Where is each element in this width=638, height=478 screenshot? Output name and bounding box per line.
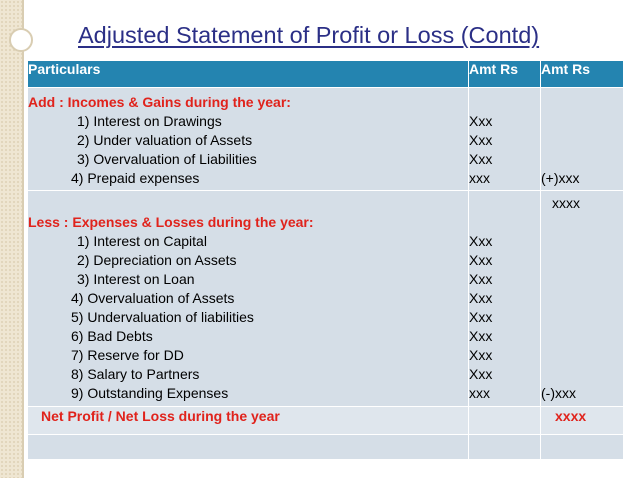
less-item: 8) Salary to Partners — [71, 366, 200, 382]
less-item: 6) Bad Debts — [71, 328, 153, 344]
less-item: 2) Depreciation on Assets — [77, 252, 237, 268]
less-item: 4) Overvaluation of Assets — [71, 290, 235, 306]
add-item: 3) Overvaluation of Liabilities — [77, 151, 257, 167]
net-result-label: Net Profit / Net Loss during the year — [41, 408, 280, 424]
profit-loss-table: Particulars Amt Rs Amt Rs Add : Incomes … — [27, 60, 624, 460]
table-header-row: Particulars Amt Rs Amt Rs — [27, 60, 624, 88]
add-section-heading: Add : Incomes & Gains during the year: — [28, 94, 291, 110]
less-item: 5) Undervaluation of liabilities — [71, 309, 254, 325]
add-item: 4) Prepaid expenses — [71, 170, 200, 186]
less-amount: Xxx — [469, 271, 493, 287]
add-amount: xxx — [469, 170, 490, 186]
less-item: 1) Interest on Capital — [77, 233, 207, 249]
header-particulars: Particulars — [27, 60, 469, 88]
less-amount: xxx — [469, 385, 490, 401]
header-amount-2: Amt Rs — [540, 60, 624, 88]
add-item: 1) Interest on Drawings — [77, 113, 222, 129]
less-amount: Xxx — [469, 290, 493, 306]
less-total: (-)xxx — [541, 385, 576, 401]
add-amount: Xxx — [469, 132, 493, 148]
less-amount: Xxx — [469, 233, 493, 249]
less-section-row: Less : Expenses & Losses during the year… — [27, 190, 624, 407]
net-result-amount: xxxx — [555, 408, 587, 424]
net-result-row: Net Profit / Net Loss during the year xx… — [27, 406, 624, 435]
less-amount: Xxx — [469, 366, 493, 382]
add-total: (+)xxx — [541, 170, 580, 186]
decorative-side-rule — [22, 0, 24, 478]
less-amount: Xxx — [469, 252, 493, 268]
less-amount: Xxx — [469, 328, 493, 344]
less-item: 9) Outstanding Expenses — [71, 385, 229, 401]
slide-title: Adjusted Statement of Profit or Loss (Co… — [78, 22, 540, 48]
add-amount: Xxx — [469, 113, 493, 129]
less-amount: Xxx — [469, 347, 493, 363]
less-item: 7) Reserve for DD — [71, 347, 184, 363]
decorative-side-strip — [0, 0, 22, 478]
carry-forward-amount: xxxx — [552, 195, 580, 211]
less-amount: Xxx — [469, 309, 493, 325]
add-item: 2) Under valuation of Assets — [77, 132, 253, 148]
add-amount: Xxx — [469, 151, 493, 167]
decorative-circle — [9, 28, 33, 52]
header-amount-1: Amt Rs — [468, 60, 541, 88]
blank-row — [27, 434, 624, 460]
add-section-row: Add : Incomes & Gains during the year: 1… — [27, 87, 624, 191]
less-section-heading: Less : Expenses & Losses during the year… — [28, 214, 314, 230]
less-item: 3) Interest on Loan — [77, 271, 195, 287]
